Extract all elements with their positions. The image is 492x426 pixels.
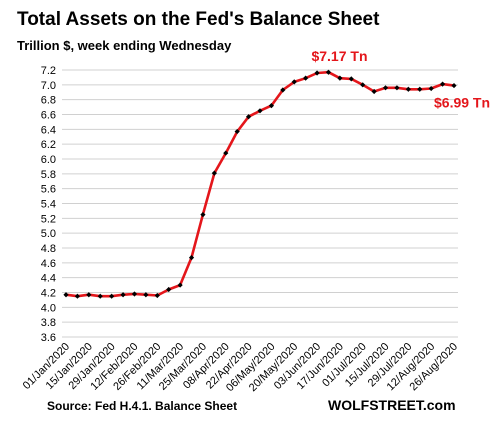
y-tick-label: 5.2: [41, 213, 56, 225]
data-point: [417, 86, 423, 92]
y-tick-label: 7.2: [41, 65, 56, 77]
data-point: [405, 86, 411, 92]
gridlines: [62, 69, 458, 338]
data-point: [131, 291, 138, 297]
y-tick-label: 4.0: [41, 302, 56, 314]
y-tick-label: 5.8: [41, 169, 56, 181]
data-point: [223, 150, 229, 156]
data-point: [74, 293, 81, 299]
y-tick-label: 4.8: [41, 243, 56, 255]
data-point: [234, 128, 240, 135]
y-tick-label: 5.0: [41, 228, 56, 240]
source-note: Source: Fed H.4.1. Balance Sheet: [47, 399, 237, 413]
annotation-label: $7.17 Tn: [311, 48, 367, 64]
y-tick-label: 6.6: [41, 110, 56, 122]
data-point: [360, 82, 366, 88]
data-point: [348, 76, 354, 82]
x-axis-ticks: 01/Jan/202015/Jan/202029/Jan/202012/Feb/…: [21, 341, 460, 394]
y-tick-label: 5.4: [41, 199, 56, 211]
y-tick-label: 7.0: [41, 80, 56, 92]
y-tick-label: 3.6: [41, 332, 56, 344]
data-point: [371, 88, 377, 95]
annotations: $7.17 Tn $6.99 Tn: [311, 48, 490, 110]
data-point: [109, 293, 115, 299]
y-tick-label: 4.2: [41, 288, 56, 300]
data-point: [97, 293, 103, 299]
data-point: [154, 292, 160, 299]
chart-subtitle: Trillion $, week ending Wednesday: [17, 38, 232, 53]
y-tick-label: 6.4: [41, 124, 56, 136]
data-point: [257, 108, 263, 114]
brand-label: WOLFSTREET.com: [328, 397, 456, 413]
y-tick-label: 4.4: [41, 273, 56, 285]
y-tick-label: 4.6: [41, 258, 56, 270]
data-point: [120, 292, 126, 298]
data-point: [143, 292, 149, 298]
y-tick-label: 5.6: [41, 184, 56, 196]
data-point: [394, 85, 400, 91]
data-point: [280, 87, 286, 93]
data-point: [291, 79, 297, 85]
data-point: [382, 85, 389, 91]
y-tick-label: 6.0: [41, 154, 56, 166]
y-tick-label: 3.8: [41, 317, 56, 329]
data-point: [211, 170, 217, 176]
data-point: [200, 212, 206, 218]
data-point: [188, 255, 195, 261]
chart-title: Total Assets on the Fed's Balance Sheet: [17, 9, 380, 30]
y-tick-label: 6.2: [41, 139, 56, 151]
data-point: [166, 286, 172, 293]
data-point: [314, 70, 320, 76]
data-point: [303, 75, 309, 81]
data-point: [337, 75, 343, 81]
data-point: [268, 103, 275, 109]
y-tick-label: 6.8: [41, 95, 56, 107]
series-points-layer: [63, 69, 457, 299]
annotation-label: $6.99 Tn: [434, 95, 490, 111]
data-point: [428, 85, 434, 92]
data-point: [177, 282, 183, 288]
data-point: [86, 292, 92, 298]
data-point: [245, 114, 252, 120]
data-point: [451, 82, 457, 89]
data-point: [63, 292, 69, 298]
data-point: [325, 69, 332, 75]
data-point: [439, 81, 446, 87]
y-axis-ticks: 3.6 3.8 4.0 4.2 4.4 4.6 4.8 5.0 5.2 5.4 5.6 5.8 6.0 6…: [41, 65, 56, 344]
